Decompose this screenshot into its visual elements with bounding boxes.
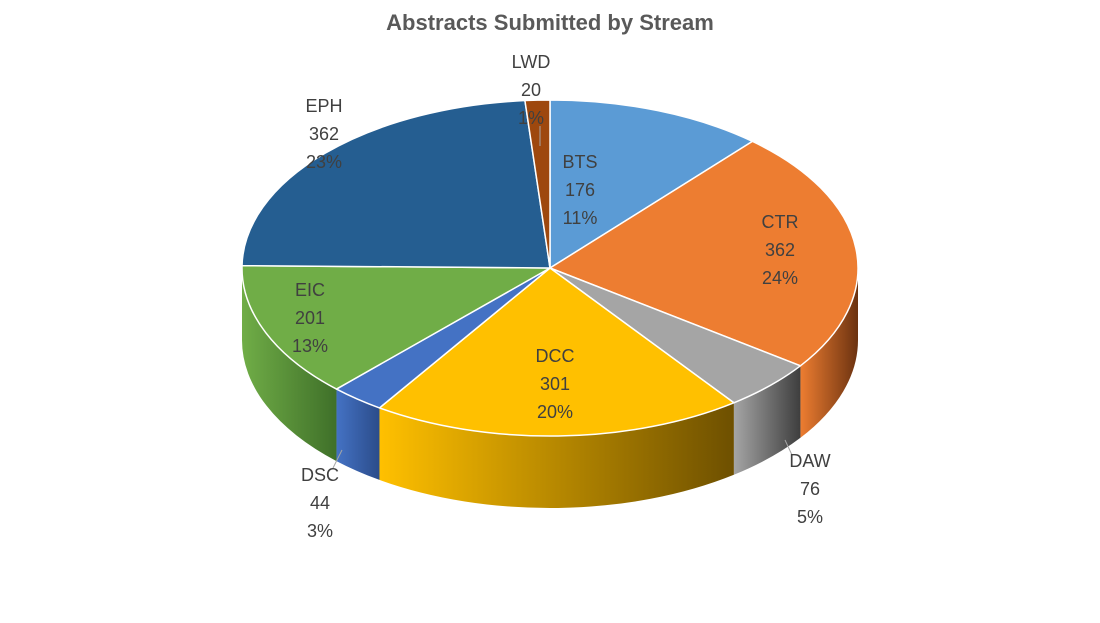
- label-value-dsc: 44: [310, 493, 330, 513]
- pie-sides: [241, 268, 858, 509]
- label-name-daw: DAW: [789, 451, 830, 471]
- label-name-lwd: LWD: [512, 52, 551, 72]
- leader-line-daw: [784, 439, 793, 456]
- pie-labels: BTS 176 11% CTR 362 24% DAW 76 5% DCC 301 20% DSC 44 3…: [292, 52, 831, 541]
- label-name-eph: EPH: [305, 96, 342, 116]
- label-value-bts: 176: [565, 180, 595, 200]
- label-percent-dcc: 20%: [537, 402, 573, 422]
- label-value-dcc: 301: [540, 374, 570, 394]
- pie-tops: [241, 99, 859, 437]
- side-eic: [241, 268, 337, 462]
- label-percent-eic: 13%: [292, 336, 328, 356]
- label-value-lwd: 20: [521, 80, 541, 100]
- slice-lwd: [524, 99, 551, 269]
- label-percent-dsc: 3%: [307, 521, 333, 541]
- slice-eic: [241, 264, 551, 390]
- label-value-ctr: 362: [765, 240, 795, 260]
- slice-eph: [241, 99, 551, 269]
- slice-ctr: [549, 140, 859, 367]
- slice-dcc: [378, 267, 735, 437]
- label-name-ctr: CTR: [762, 212, 799, 232]
- label-value-daw: 76: [800, 479, 820, 499]
- leader-line-dsc: [332, 449, 343, 469]
- label-value-eic: 201: [295, 308, 325, 328]
- label-value-eph: 362: [309, 124, 339, 144]
- side-daw: [733, 365, 801, 475]
- side-dsc: [336, 389, 380, 480]
- label-percent-lwd: 1%: [518, 108, 544, 128]
- label-name-dcc: DCC: [536, 346, 575, 366]
- label-percent-ctr: 24%: [762, 268, 798, 288]
- label-percent-daw: 5%: [797, 507, 823, 527]
- label-name-eic: EIC: [295, 280, 325, 300]
- slice-bts: [549, 99, 754, 269]
- side-dcc: [379, 402, 734, 509]
- label-percent-eph: 23%: [306, 152, 342, 172]
- label-name-bts: BTS: [562, 152, 597, 172]
- label-percent-bts: 11%: [563, 208, 598, 228]
- side-ctr: [800, 268, 858, 438]
- label-name-dsc: DSC: [301, 465, 339, 485]
- chart-title: Abstracts Submitted by Stream: [386, 10, 714, 35]
